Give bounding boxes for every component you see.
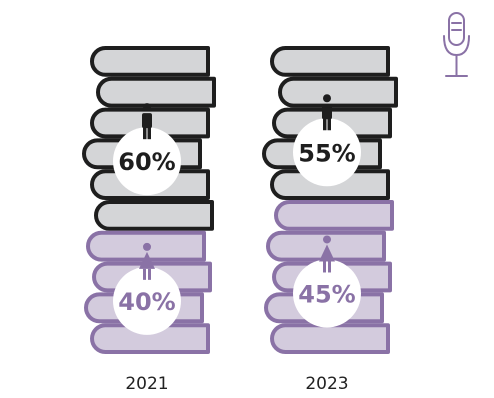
woman-icon bbox=[319, 235, 335, 273]
microphone-icon bbox=[443, 12, 470, 77]
book-top-segment bbox=[90, 46, 210, 77]
bottom-share-circle bbox=[113, 266, 181, 335]
man-icon bbox=[322, 94, 332, 131]
book-top-segment bbox=[270, 46, 390, 77]
book-bottom-segment bbox=[274, 200, 394, 231]
top-share-label: 60% bbox=[118, 148, 175, 176]
top-share-circle bbox=[113, 127, 181, 196]
bottom-share-label: 45% bbox=[298, 280, 355, 308]
man-icon bbox=[142, 103, 152, 140]
year-label: 2023 bbox=[305, 374, 348, 394]
bottom-share-label: 40% bbox=[118, 288, 175, 316]
year-label: 2021 bbox=[125, 374, 168, 394]
book-top-segment bbox=[278, 76, 398, 108]
book-bottom-segment bbox=[90, 323, 210, 354]
book-bottom-segment bbox=[266, 230, 386, 262]
top-share-circle bbox=[293, 118, 361, 187]
book-bottom-segment bbox=[270, 323, 390, 354]
top-share-label: 55% bbox=[298, 139, 355, 167]
bottom-share-circle bbox=[293, 259, 361, 328]
book-top-segment bbox=[94, 200, 214, 231]
woman-icon bbox=[139, 242, 155, 280]
book-top-segment bbox=[96, 76, 216, 108]
